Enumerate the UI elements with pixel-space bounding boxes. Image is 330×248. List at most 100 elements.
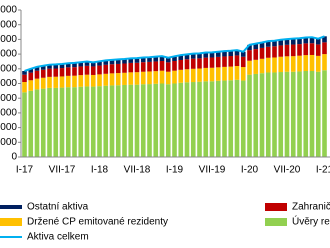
bar-segment [253, 73, 259, 157]
y-tick-label: 0 [11, 152, 17, 163]
bar-segment [222, 51, 227, 57]
bar-segment [240, 51, 246, 57]
y-tick-label: 7 000 [0, 49, 17, 60]
x-tick-label: VII-19 [199, 165, 226, 176]
bar-segment [322, 70, 327, 157]
bar-segment [234, 50, 240, 56]
bar-segment [40, 77, 46, 89]
bar-segment [290, 56, 296, 72]
bar-segment [159, 83, 165, 157]
bar-segment [78, 62, 84, 67]
bar-segment [47, 64, 52, 69]
bar-segment [147, 57, 152, 62]
bar-segment [109, 85, 115, 157]
bar-segment [184, 69, 190, 83]
x-tick-label: I-19 [166, 165, 184, 176]
bar-segment [53, 64, 59, 69]
bar-segment [284, 39, 290, 45]
bar-segment [315, 38, 321, 45]
bar-segment [215, 80, 221, 157]
bar-segment [240, 80, 246, 157]
bar-segment [40, 65, 46, 70]
y-tick-label: 3 000 [0, 108, 17, 119]
bar-segment [103, 64, 109, 74]
bar-segment [203, 67, 209, 82]
bar-segment [290, 71, 296, 157]
y-tick-label: 2 000 [0, 122, 17, 133]
bar-segment [228, 56, 234, 67]
bar-segment [303, 37, 309, 44]
bar-segment [222, 66, 227, 81]
bar-segment [278, 72, 284, 157]
bar-segment [34, 70, 40, 79]
bar-segment [178, 55, 184, 60]
bar-segment [178, 82, 184, 157]
bar-segment [265, 41, 271, 47]
bar-segment [147, 71, 152, 85]
bar-segment [72, 87, 77, 157]
bar-segment [222, 80, 227, 157]
bar-segment [109, 73, 115, 86]
bar-segment [84, 74, 90, 87]
bar-segment [309, 71, 315, 157]
bar-segment [72, 62, 77, 68]
bar-segment [128, 58, 134, 63]
bar-segment [240, 67, 246, 81]
bar-segment [65, 67, 71, 76]
bar-segment [197, 53, 202, 59]
bar-segment [28, 80, 34, 91]
bar-segment [90, 62, 96, 67]
bar-segment [309, 43, 315, 55]
bar-segment [284, 44, 290, 57]
bar-segment [209, 57, 215, 68]
legend-label: Ostatní aktiva [27, 202, 89, 213]
y-tick-label: 10 000 [0, 5, 17, 16]
bar-segment [284, 71, 290, 157]
bar-segment [228, 66, 234, 81]
x-tick-label: I-21 [316, 165, 330, 176]
bar-segment [209, 81, 215, 157]
bar-segment [153, 83, 159, 157]
bar-segment [290, 38, 296, 45]
bar-segment [153, 61, 159, 72]
bar-segment [103, 85, 109, 157]
bar-segment [59, 76, 65, 88]
bar-segment [203, 57, 209, 68]
bar-segment [322, 36, 327, 43]
bar-segment [265, 72, 271, 157]
bar-segment [309, 37, 315, 44]
bar-segment [53, 76, 59, 88]
bar-segment [278, 45, 284, 57]
bar-segment [259, 42, 265, 48]
bar-segment [47, 76, 52, 88]
bar-segment [78, 75, 84, 87]
bar-segment [28, 90, 34, 157]
bar-segment [265, 46, 271, 58]
y-tick-label: 6 000 [0, 63, 17, 74]
bar-segment [253, 59, 259, 74]
x-tick-label: I-18 [91, 165, 109, 176]
bar-segment [247, 74, 252, 157]
legend-label: Zahraniční aktiva [292, 202, 330, 213]
bar-segment [47, 87, 52, 157]
bar-segment [128, 72, 134, 85]
bar-segment [303, 71, 309, 157]
bar-segment [297, 44, 302, 56]
bar-segment [140, 84, 146, 157]
bar-segment [172, 70, 177, 84]
bar-segment [28, 68, 34, 73]
bar-segment [159, 70, 165, 84]
bar-segment [128, 62, 134, 73]
bar-segment [203, 52, 209, 58]
bar-segment [122, 58, 127, 64]
bar-segment [109, 59, 115, 65]
bar-segment [190, 58, 196, 69]
y-tick-label: 9 000 [0, 19, 17, 30]
bar-segment [140, 62, 146, 72]
bar-segment [178, 69, 184, 83]
bar-segment [165, 84, 171, 157]
bar-segment [284, 56, 290, 72]
bar-segment [297, 71, 302, 157]
bar-segment [234, 79, 240, 157]
bar-segment [122, 84, 127, 157]
